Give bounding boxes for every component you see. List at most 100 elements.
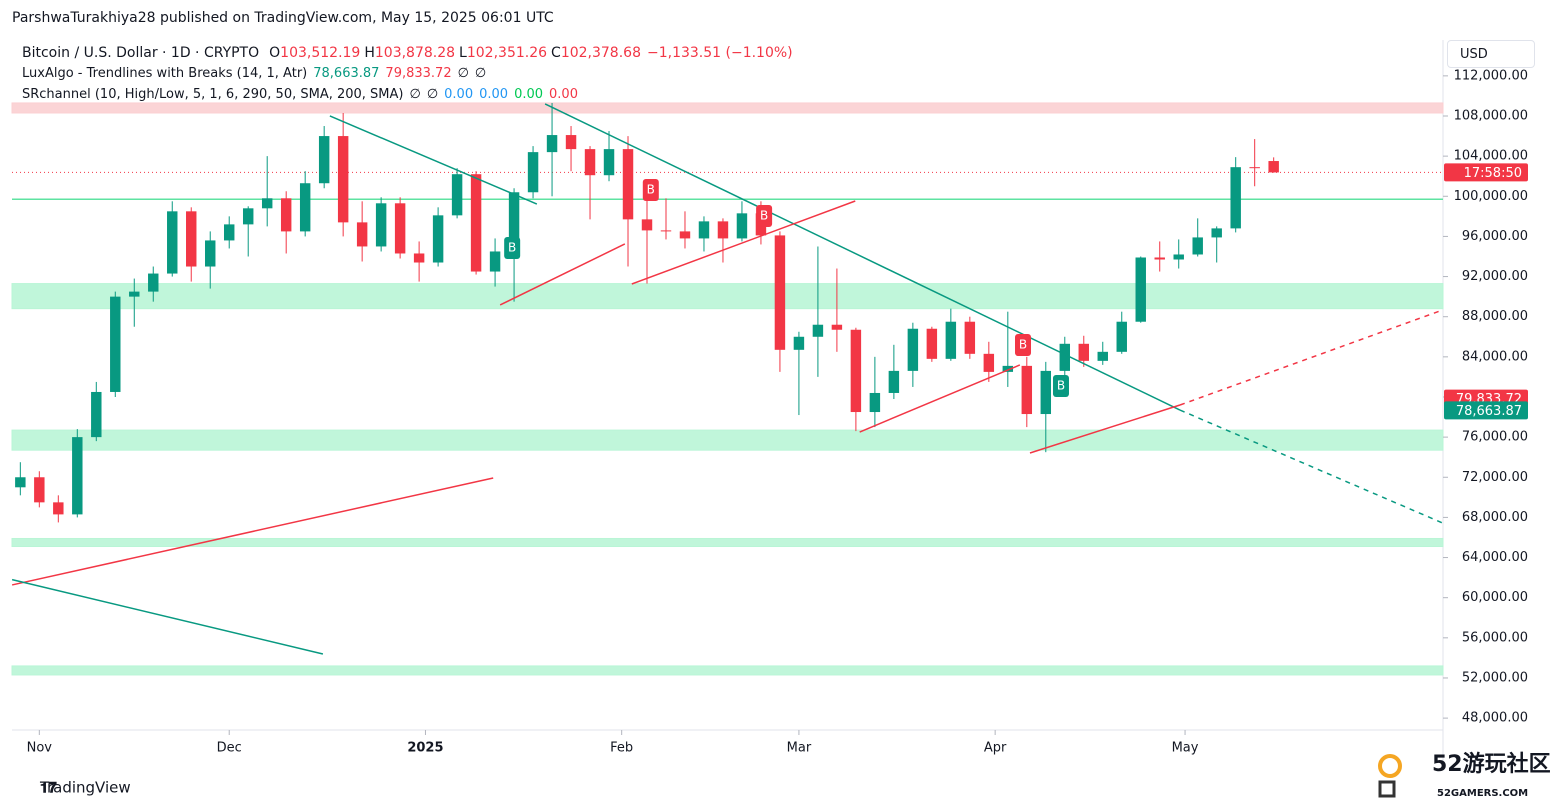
candle-body: [1097, 351, 1108, 361]
break-label: B: [508, 240, 516, 254]
candle-body: [356, 222, 368, 247]
zone: [11, 283, 1444, 310]
indicator-value: 0.00: [549, 87, 578, 102]
trendline: [859, 364, 1021, 433]
candle-body: [34, 477, 45, 503]
currency-button[interactable]: USD: [1447, 40, 1535, 68]
candle-body: [1059, 343, 1071, 371]
x-tick-label: Mar: [787, 741, 812, 756]
y-tick-label: 52,000.00: [1462, 670, 1528, 685]
candle-body: [489, 251, 501, 272]
candle-body: [508, 192, 520, 252]
y-tick-label: 108,000.00: [1454, 108, 1528, 123]
watermark-icon: [1378, 754, 1402, 778]
candle-body: [736, 213, 748, 239]
zone: [11, 665, 1444, 676]
y-tick-label: 96,000.00: [1462, 229, 1528, 244]
ohlc-value: 102,351.26: [466, 45, 548, 61]
candle-body: [888, 370, 900, 393]
break-label: B: [760, 208, 768, 222]
candle-body: [945, 321, 957, 359]
break-label: B: [1019, 337, 1027, 351]
candle-body: [812, 324, 824, 337]
y-tick-label: 48,000.00: [1462, 711, 1528, 726]
price-label: 17:58:50: [1464, 166, 1522, 181]
zone: [11, 429, 1444, 451]
candle-body: [318, 136, 330, 184]
candle-body: [926, 328, 938, 359]
candle-body: [546, 135, 558, 153]
candle-body: [375, 203, 387, 247]
y-tick-label: 72,000.00: [1462, 470, 1528, 485]
x-tick-label: Apr: [984, 741, 1007, 756]
candle-body: [1154, 257, 1165, 260]
break-marker: [756, 204, 773, 227]
y-tick-label: 68,000.00: [1462, 510, 1528, 525]
candle-body: [432, 215, 444, 263]
ohlc-value: 103,512.19: [280, 45, 361, 61]
candle-body: [205, 240, 216, 267]
candle-body: [167, 211, 178, 274]
break-label: B: [1057, 379, 1065, 393]
trendline: [11, 578, 324, 655]
trendline: [631, 200, 856, 285]
candle-body: [1211, 228, 1222, 238]
candle-body: [850, 329, 862, 413]
y-tick-label: 76,000.00: [1462, 430, 1528, 445]
y-tick-label: 112,000.00: [1454, 68, 1528, 83]
indicator-legend: LuxAlgo - Trendlines with Breaks (14, 1,…: [22, 66, 492, 81]
trendline: [329, 115, 538, 205]
y-tick-label: 92,000.00: [1462, 269, 1528, 284]
y-tick-label: 84,000.00: [1462, 349, 1528, 364]
candle-body: [148, 273, 159, 292]
candle-body: [242, 208, 254, 225]
candle-body: [53, 502, 64, 515]
candle-body: [774, 235, 786, 350]
indicator-value: ∅: [474, 66, 487, 81]
ohlc: O103,512.19 H103,878.28 L102,351.26 C102,37…: [265, 45, 641, 61]
watermark-icon: [1378, 780, 1396, 798]
y-tick-label: 64,000.00: [1462, 550, 1528, 565]
indicator-value: 0.00: [479, 87, 509, 102]
change: −1,133.51 (−1.10%): [646, 45, 793, 61]
candle-body: [413, 253, 425, 263]
y-tick-label: 100,000.00: [1454, 189, 1528, 204]
publisher: ParshwaTurakhiya28 published on TradingV…: [12, 10, 554, 26]
price-label-box: [1444, 401, 1528, 420]
zone: [11, 102, 1444, 114]
ohlc-label: H: [364, 45, 375, 61]
candle-body: [1021, 365, 1033, 415]
candle-body: [869, 392, 881, 413]
candle-body: [110, 296, 121, 392]
break-marker: [642, 178, 659, 201]
indicator-value: ∅: [457, 66, 469, 81]
candle-body: [622, 149, 634, 220]
candle-body: [660, 230, 672, 232]
candle-body: [129, 291, 140, 297]
candle-body: [831, 324, 843, 330]
candle-body: [186, 211, 197, 267]
ohlc-label: L: [459, 45, 467, 61]
break-marker: [1015, 333, 1032, 356]
indicator-value: ∅: [409, 87, 421, 102]
candle-body: [1192, 237, 1203, 255]
symbol: Bitcoin / U.S. Dollar · 1D · CRYPTO: [22, 45, 260, 61]
x-tick-label: Dec: [217, 741, 242, 756]
candle-body: [964, 321, 976, 354]
candle-body: [698, 221, 710, 239]
candle-body: [91, 391, 102, 438]
candle-body: [15, 477, 26, 488]
indicator-legend: SRchannel (10, High/Low, 5, 1, 6, 290, 5…: [22, 87, 584, 102]
candle-body: [299, 183, 311, 232]
brand: TradingView: [39, 779, 131, 797]
trendline: [1179, 309, 1443, 406]
candle-body: [261, 198, 273, 209]
candle-body: [1040, 370, 1052, 415]
symbol-legend: Bitcoin / U.S. Dollar · 1D · CRYPTO O103,…: [22, 45, 799, 61]
candle-body: [1116, 321, 1127, 352]
candle-body: [717, 221, 729, 239]
candle-body: [1173, 254, 1184, 260]
indicator-name: SRchannel (10, High/Low, 5, 1, 6, 290, 5…: [22, 87, 404, 102]
trendline: [1179, 409, 1443, 524]
